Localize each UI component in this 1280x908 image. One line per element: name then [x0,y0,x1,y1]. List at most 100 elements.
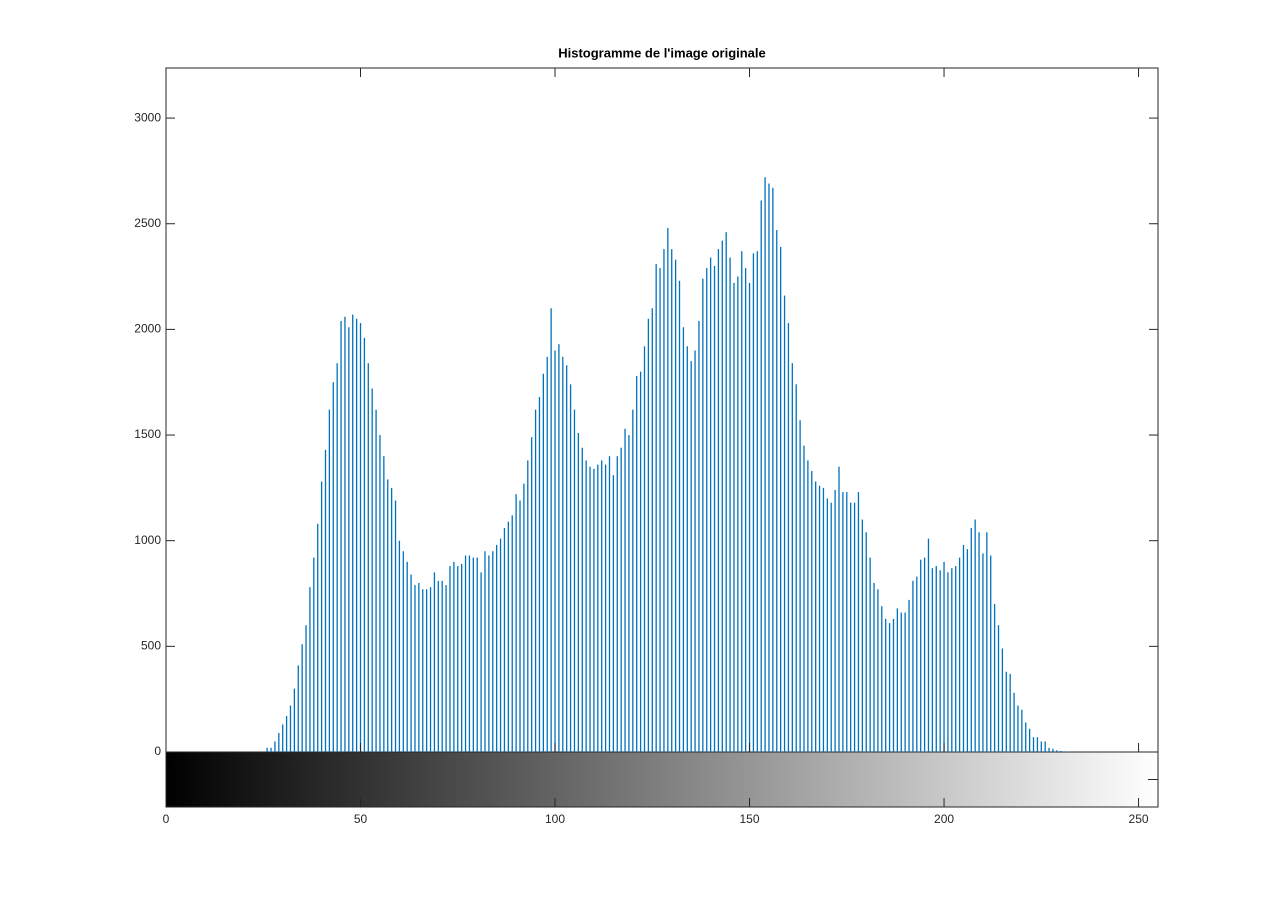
bar [375,409,377,752]
bar [636,375,638,752]
bar [709,257,712,752]
x-tick-label: 150 [740,812,760,826]
bar [935,566,937,752]
bar [674,259,677,752]
y-tick-label: 500 [141,639,161,653]
bar [313,557,315,752]
bar [480,572,482,752]
bar [503,528,506,752]
bar [628,435,630,752]
y-tick-label: 0 [154,744,161,758]
bar [639,371,642,752]
bar [1005,671,1007,752]
bar [379,435,381,752]
bar [744,268,747,752]
bar [904,612,906,752]
x-tick-label: 200 [934,812,954,826]
bar [515,494,517,752]
plot-area [266,177,1070,753]
bar [383,456,385,752]
bar [787,323,790,752]
bar [1052,748,1054,752]
bar [317,523,319,752]
bar [931,568,934,752]
bar [783,295,786,752]
bar [297,665,299,752]
bar [1056,750,1058,752]
bar [651,308,653,752]
bar [643,346,646,752]
bar [620,447,622,752]
bar [663,249,665,752]
bar [305,625,307,752]
bar [274,741,276,752]
bar [733,282,735,752]
bar [352,314,354,752]
bar [962,544,965,752]
bar [562,356,564,752]
bar [402,551,404,752]
bar [612,475,615,752]
bar [655,263,657,752]
bar [780,246,782,752]
bar [916,576,918,752]
bar [748,282,751,752]
bar [892,618,895,752]
bar [725,232,727,752]
bar [885,618,887,752]
bar [550,308,552,752]
bar [1028,728,1031,752]
bar [834,489,836,752]
bar [807,460,809,752]
bar [682,327,685,752]
bar [986,532,988,752]
bar [838,466,840,752]
y-tick-label: 3000 [134,110,161,124]
bar [558,344,560,752]
bar [671,249,673,752]
bar [511,515,513,752]
bar [344,316,346,752]
bar [830,502,832,752]
bar [422,589,424,752]
bar [850,502,852,752]
bar [690,361,692,752]
bar [702,278,704,752]
bar [301,644,303,752]
y-tick-label: 2500 [134,216,161,230]
bar [1013,692,1015,752]
bar [713,265,716,752]
bar [406,561,408,752]
bar [869,557,871,752]
bar [589,466,591,752]
bar [414,585,416,752]
bar [990,555,992,752]
bar [585,460,587,752]
bar [927,538,930,752]
bar [818,485,821,752]
bar [1001,648,1004,752]
bar [1032,737,1035,752]
bar [768,183,770,753]
bar [437,580,439,752]
bar [597,464,599,752]
bar [390,487,393,752]
bar [1063,751,1066,752]
bar [453,561,455,752]
bar [752,253,755,752]
bar [468,555,471,752]
bar [678,280,681,752]
bar [282,724,284,752]
y-tick-label: 1500 [134,427,161,441]
bar [320,481,323,752]
bar [554,350,556,752]
bar [1048,747,1050,752]
bar [908,599,910,752]
bar [507,521,509,752]
bar [566,365,568,752]
bar [425,589,428,752]
bar [721,240,723,752]
bar [951,568,953,752]
bar [772,187,774,753]
